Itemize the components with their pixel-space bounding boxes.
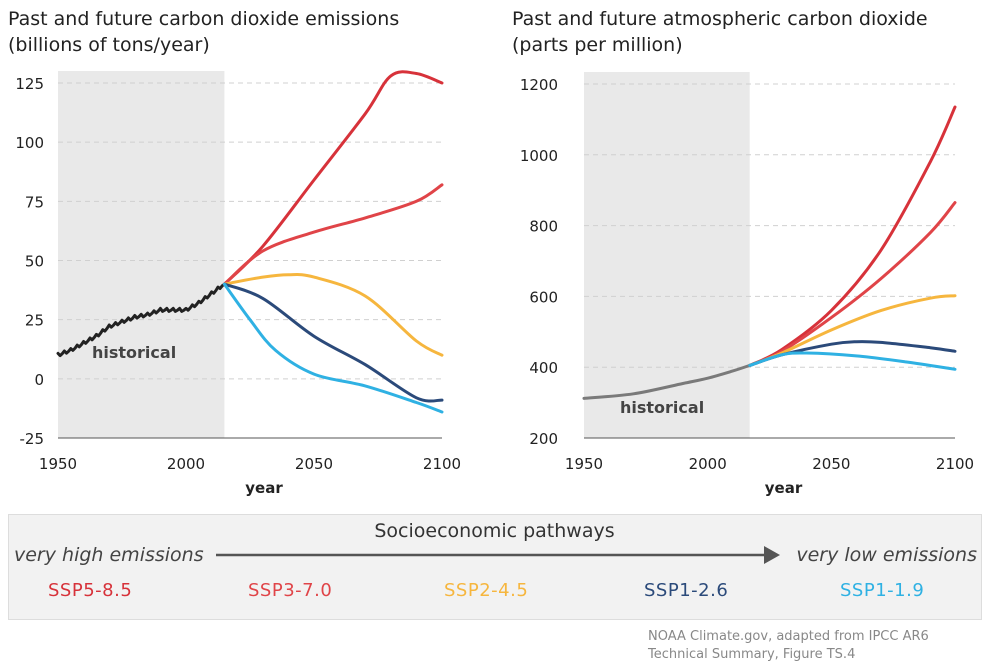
legend-title: Socioeconomic pathways (374, 520, 615, 542)
right-y-tick-label: 800 (529, 218, 558, 236)
right-y-tick-label: 400 (529, 359, 558, 377)
left-title-line2: (billions of tons/year) (8, 34, 210, 56)
left-historical-label: historical (92, 343, 176, 362)
right-series-historical (582, 363, 752, 400)
left-title-line1: Past and future carbon dioxide emissions (8, 8, 400, 30)
left-x-axis-label: year (245, 479, 283, 497)
left-series-ssp1-2-6 (222, 282, 444, 403)
legend-panel (8, 514, 982, 620)
legend-left-label: very high emissions (14, 544, 204, 566)
right-historical-label: historical (620, 398, 704, 417)
left-y-tick-label: 125 (15, 75, 44, 93)
left-series-ssp2-4-5 (222, 273, 444, 357)
left-series-historical (56, 282, 226, 358)
right-y-tick-label: 1200 (520, 76, 558, 94)
left-x-tick-label: 2050 (295, 455, 333, 473)
left-series-ssp5-8-5 (222, 70, 444, 286)
legend-ssp5-8.5: SSP5-8.5 (48, 580, 133, 601)
right-x-tick-label: 1950 (565, 455, 603, 473)
left-chart-title: Past and future carbon dioxide emissions… (8, 6, 399, 58)
left-y-tick-label: 0 (34, 371, 44, 389)
charts-canvas: -25 0 25 50 75 100 125 1950 2000 2050 2100 year hist… (15, 70, 974, 497)
legend-ssp2-4.5: SSP2-4.5 (444, 580, 529, 601)
source-credit: NOAA Climate.gov, adapted from IPCC AR6 … (648, 628, 929, 664)
legend-ssp1-2.6: SSP1-2.6 (644, 580, 729, 601)
left-x-tick-label: 2100 (423, 455, 461, 473)
right-title-line1: Past and future atmospheric carbon dioxi… (512, 8, 928, 30)
right-x-tick-label: 2000 (689, 455, 727, 473)
source-line1: NOAA Climate.gov, adapted from IPCC AR6 (648, 629, 929, 644)
left-y-tick-label: 75 (25, 193, 44, 211)
left-series-ssp3-7-0 (222, 183, 444, 286)
right-historical-shade (584, 72, 750, 438)
right-x-tick-label: 2100 (936, 455, 974, 473)
left-y-tick-label: 25 (25, 312, 44, 330)
right-y-tick-label: 200 (529, 430, 558, 448)
left-x-tick-label: 2000 (167, 455, 205, 473)
left-series-ssp1-1-9 (222, 282, 444, 414)
right-y-tick-label: 600 (529, 288, 558, 306)
right-title-line2: (parts per million) (512, 34, 683, 56)
right-series-ssp5-8-5 (748, 105, 957, 367)
right-series-ssp1-1-9 (748, 351, 957, 371)
right-x-tick-label: 2050 (812, 455, 850, 473)
left-y-tick-label: 50 (25, 253, 44, 271)
legend-ssp3-7.0: SSP3-7.0 (248, 580, 333, 601)
right-y-tick-label: 1000 (520, 147, 558, 165)
left-x-tick-label: 1950 (39, 455, 77, 473)
left-historical-shade (58, 71, 225, 438)
legend-ssp1-1.9: SSP1-1.9 (840, 580, 925, 601)
legend-right-label: very low emissions (796, 544, 977, 566)
legend-arrow (216, 546, 780, 564)
source-line2: Technical Summary, Figure TS.4 (648, 647, 856, 662)
left-y-tick-label: -25 (20, 430, 45, 448)
left-y-tick-label: 100 (15, 134, 44, 152)
right-x-axis-label: year (765, 479, 803, 497)
right-chart-title: Past and future atmospheric carbon dioxi… (512, 6, 928, 58)
